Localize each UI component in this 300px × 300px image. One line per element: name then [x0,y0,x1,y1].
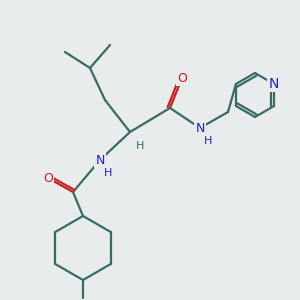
Text: O: O [43,172,53,184]
Text: O: O [177,71,187,85]
Text: H: H [204,136,212,146]
Text: N: N [95,154,105,166]
Text: H: H [104,168,112,178]
Text: N: N [269,77,279,91]
Text: N: N [195,122,205,134]
Text: H: H [136,141,144,151]
